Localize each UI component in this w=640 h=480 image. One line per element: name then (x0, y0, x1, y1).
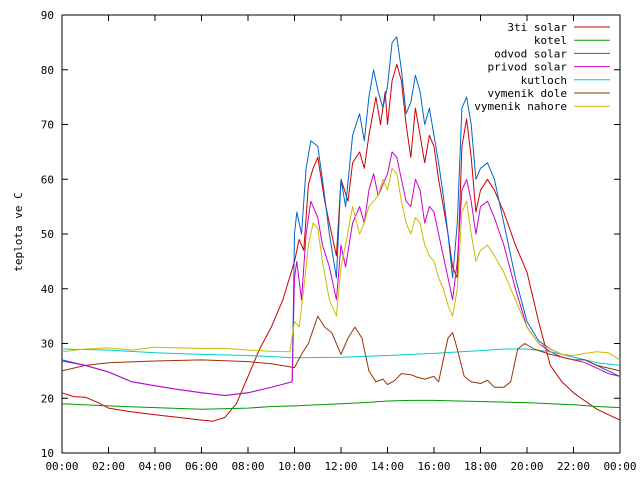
y-tick-label: 60 (41, 173, 54, 186)
series-line-3ti-solar (61, 63, 621, 422)
y-tick-label: 80 (41, 64, 54, 77)
x-tick-label: 20:00 (510, 460, 543, 473)
y-tick-label: 10 (41, 447, 54, 460)
y-tick-label: 40 (41, 283, 54, 296)
legend-label: odvod solar (494, 47, 567, 60)
x-tick-label: 00:00 (45, 460, 78, 473)
legend-label: kotel (534, 34, 567, 47)
legend-label: kutloch (521, 74, 567, 87)
legend-label: vymenik nahore (474, 100, 567, 113)
legend-label: vymenik dole (488, 87, 567, 100)
legend-label: privod solar (488, 61, 568, 74)
x-tick-label: 08:00 (231, 460, 264, 473)
series-line-kutloch (61, 348, 621, 366)
y-tick-label: 30 (41, 338, 54, 351)
series-lines (61, 36, 621, 422)
y-tick-label: 20 (41, 392, 54, 405)
series-line-vymenik-dole (61, 315, 621, 388)
x-tick-label: 22:00 (557, 460, 590, 473)
x-tick-label: 04:00 (138, 460, 171, 473)
x-tick-label: 14:00 (371, 460, 404, 473)
y-tick-label: 90 (41, 9, 54, 22)
series-line-vymenik-nahore (61, 167, 621, 361)
series-line-privod-solar (61, 151, 621, 396)
x-tick-label: 02:00 (92, 460, 125, 473)
legend-label: 3ti solar (507, 21, 567, 34)
x-tick-label: 06:00 (185, 460, 218, 473)
y-tick-label: 50 (41, 228, 54, 241)
y-axis-label: teplota ve C (12, 192, 25, 271)
x-tick-label: 10:00 (278, 460, 311, 473)
series-line-kotel (61, 399, 621, 410)
y-tick-label: 70 (41, 119, 54, 132)
x-tick-label: 00:00 (603, 460, 636, 473)
axes: 10 20 30 40 50 60 70 80 90 00:00 02:00 04:00 06:00 08… (41, 9, 637, 473)
x-tick-label: 12:00 (324, 460, 357, 473)
x-tick-label: 16:00 (417, 460, 450, 473)
x-tick-label: 18:00 (464, 460, 497, 473)
